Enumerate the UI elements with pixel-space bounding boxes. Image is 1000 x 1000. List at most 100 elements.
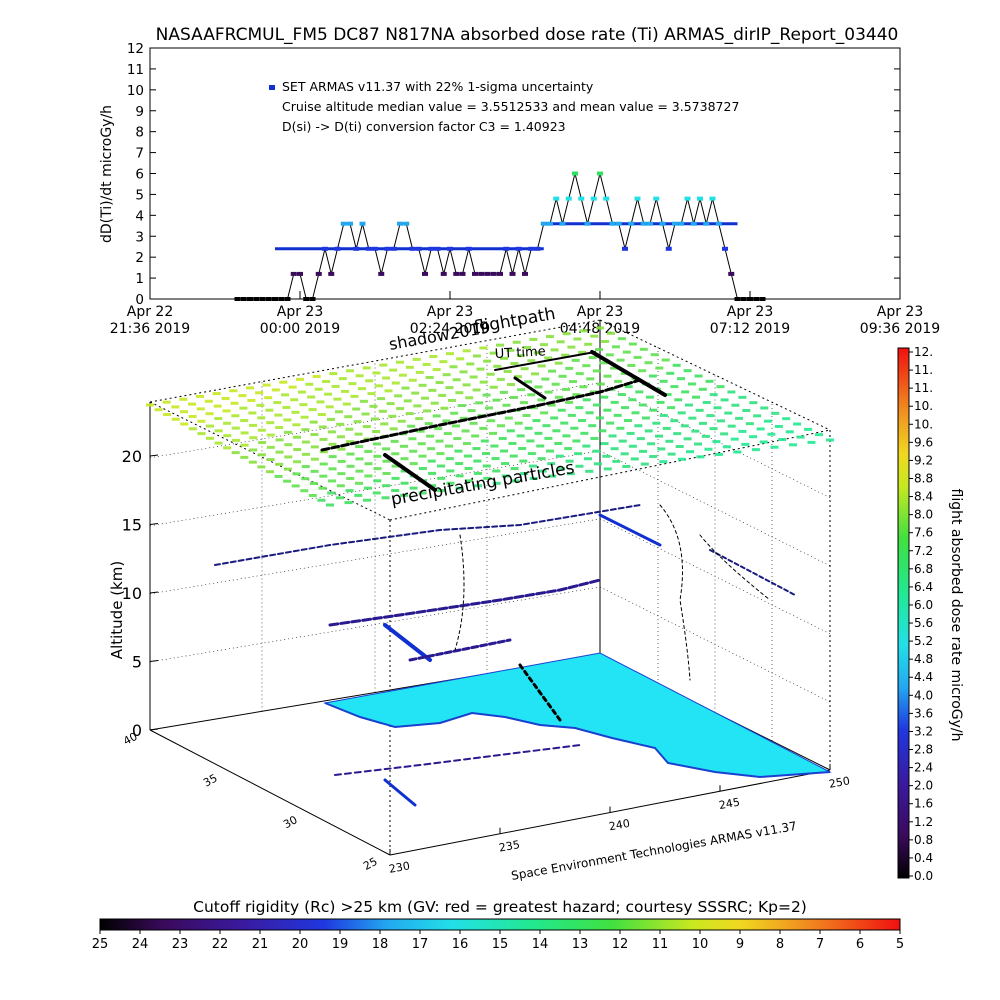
rigidity-dot — [318, 425, 327, 429]
rigidity-dot — [345, 489, 354, 493]
dose-rate-point — [590, 196, 597, 201]
colorbar-tick-label: 4.8 — [914, 652, 933, 666]
dose-rate-point — [603, 196, 610, 201]
rigidity-dot — [440, 406, 449, 410]
dose-rate-point — [490, 271, 497, 276]
cutoff-tick-label: 17 — [412, 937, 429, 952]
rigidity-dot — [213, 404, 222, 408]
y-tick-label: 11 — [127, 62, 144, 78]
top-y-axis-label: dD(Ti)/dt microGy/h — [99, 105, 115, 243]
rigidity-dot — [328, 442, 337, 446]
dose-colorbar-label: flight absorbed dose rate microGy/h — [948, 489, 964, 742]
colorbar-tick-label: 2.8 — [914, 743, 933, 757]
rigidity-dot — [271, 388, 280, 392]
rigidity-dot — [446, 481, 455, 485]
dose-rate-point — [478, 271, 485, 276]
colorbar-tick-label: 10. — [914, 417, 933, 431]
rigidity-dot — [511, 479, 520, 483]
rigidity-dot — [386, 402, 395, 406]
rigidity-dot — [240, 419, 249, 423]
dose-rate-point — [290, 271, 297, 276]
rigidity-dot — [463, 454, 472, 458]
rigidity-dot — [391, 489, 400, 493]
rigidity-dot — [359, 399, 368, 403]
rigidity-dot — [519, 401, 528, 405]
dose-rate-point — [653, 196, 660, 201]
rigidity-dot — [188, 427, 197, 431]
colorbar-tick-label: 8.4 — [914, 490, 933, 504]
rigidity-dot — [617, 393, 626, 397]
rigidity-dot — [603, 467, 612, 471]
rigidity-dot — [608, 434, 617, 438]
dose-rate-point — [553, 196, 560, 201]
rigidity-dot — [266, 458, 275, 462]
annotation-set-armas: SET ARMAS v11.37 with 22% 1-sigma uncert… — [282, 79, 594, 94]
rigidity-dot — [588, 424, 597, 428]
rigidity-dot — [793, 422, 802, 426]
rigidity-dot — [429, 355, 438, 359]
rigidity-dot — [472, 447, 481, 451]
dose-rate-point — [640, 221, 647, 226]
rigidity-dot — [473, 459, 482, 463]
rigidity-dot — [815, 433, 824, 437]
colorbar-tick-label: 2.4 — [914, 761, 933, 775]
cutoff-tick-label: 19 — [332, 937, 349, 952]
y-tick-label: 2 — [135, 250, 144, 266]
rigidity-dot — [417, 442, 426, 446]
rigidity-dot — [656, 400, 665, 404]
rigidity-dot — [264, 396, 273, 400]
latitude-tick-label: 40 — [121, 730, 139, 748]
rigidity-dot — [230, 401, 239, 405]
rigidity-dot — [318, 486, 327, 490]
dose-rate-point — [284, 297, 291, 301]
rigidity-dot — [536, 444, 545, 448]
rigidity-dot — [205, 412, 214, 416]
rigidity-dot — [639, 347, 648, 351]
rigidity-dot — [471, 434, 480, 438]
rigidity-dot — [551, 382, 560, 386]
rigidity-dot — [214, 441, 223, 445]
rigidity-dot — [412, 357, 421, 361]
rigidity-dot — [171, 405, 180, 409]
colorbar-tick-label: 3.2 — [914, 724, 933, 738]
rigidity-dot — [334, 410, 343, 414]
cutoff-tick-label: 20 — [292, 937, 309, 952]
dose-rate-point — [472, 271, 478, 276]
z-tick-mark — [149, 591, 159, 594]
rigidity-dot — [527, 452, 536, 456]
rigidity-dot — [489, 385, 498, 389]
dose-rate-point — [328, 271, 335, 276]
rigidity-dot — [481, 452, 490, 456]
rigidity-dot — [338, 377, 347, 381]
y-tick-label: 7 — [135, 146, 144, 162]
ut-time-label: UT time — [494, 344, 546, 362]
rigidity-dot — [462, 349, 471, 353]
rigidity-dot — [307, 395, 316, 399]
rigidity-dot — [439, 360, 448, 364]
rigidity-dot — [327, 430, 336, 434]
latitude-axis: 25 30 35 40 — [121, 730, 379, 873]
rigidity-dot — [469, 421, 478, 425]
rigidity-dot — [293, 448, 302, 452]
rigidity-dot — [257, 453, 266, 457]
dose-rate-point — [315, 271, 322, 276]
rigidity-dot — [355, 481, 364, 485]
rigidity-dot — [355, 457, 364, 461]
dose-rate-point — [622, 246, 628, 251]
rigidity-dot — [622, 464, 631, 468]
rigidity-dot — [548, 369, 557, 373]
cutoff-tick-label: 16 — [452, 937, 469, 952]
rigidity-dot — [567, 345, 576, 349]
rigidity-dot — [590, 436, 599, 440]
rigidity-dot — [506, 429, 515, 433]
rigidity-dot — [531, 372, 540, 376]
rigidity-dot — [633, 355, 642, 359]
rigidity-dot — [413, 404, 422, 408]
rigidity-dot — [331, 384, 340, 388]
dose-rate-point — [522, 271, 528, 276]
rigidity-dot — [284, 430, 293, 434]
rigidity-dot — [683, 437, 692, 441]
rigidity-dot — [464, 466, 473, 470]
rigidity-dot — [350, 394, 359, 398]
